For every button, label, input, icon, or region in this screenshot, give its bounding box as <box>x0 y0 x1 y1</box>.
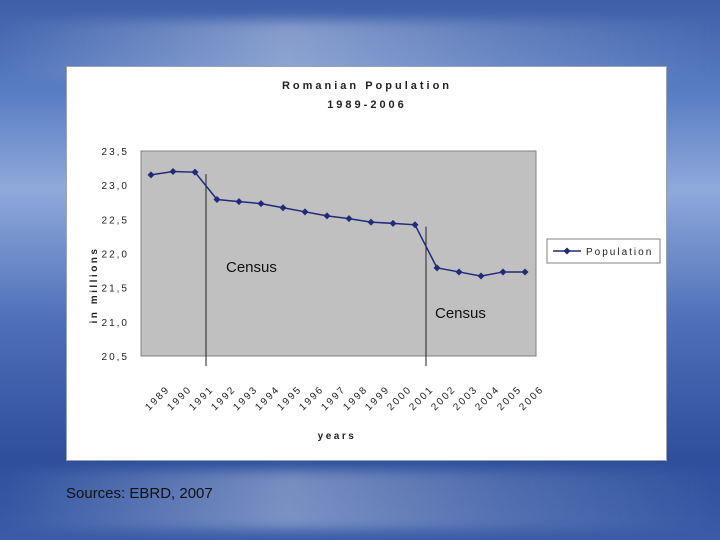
data-point <box>257 200 265 208</box>
data-point <box>323 212 331 220</box>
data-point <box>499 268 507 276</box>
census-annotation-1992: Census <box>226 259 277 276</box>
data-point <box>235 198 243 206</box>
y-tick-label: 23,5 <box>102 147 129 158</box>
y-axis-ticks: 23,5 23,0 22,5 22,0 21,5 21,0 20,5 <box>102 147 129 363</box>
y-axis-label: in millions <box>89 247 100 324</box>
population-chart: Romanian Population 1989-2006 23,5 23,0 22… <box>89 80 661 442</box>
y-tick-label: 21,5 <box>102 284 129 295</box>
x-axis-ticks: 1989199019911992199319941995199619971998… <box>143 384 546 413</box>
data-point <box>521 268 529 276</box>
source-note: Sources: EBRD, 2007 <box>66 485 213 502</box>
plot-area <box>140 150 537 357</box>
y-tick-label: 23,0 <box>102 181 129 192</box>
y-tick-label: 22,0 <box>102 250 129 261</box>
data-point <box>301 208 309 216</box>
census-markers <box>205 174 427 366</box>
data-point <box>477 272 485 280</box>
data-point <box>433 264 441 272</box>
background-streak <box>0 470 720 530</box>
y-tick-label: 22,5 <box>102 215 129 226</box>
x-axis-label: years <box>318 431 357 442</box>
x-tick-label: 2006 <box>517 384 546 413</box>
data-point <box>147 171 155 179</box>
data-point <box>213 196 221 204</box>
data-point <box>389 219 397 227</box>
series-population <box>147 168 529 280</box>
legend-marker <box>563 247 571 255</box>
data-point <box>455 268 463 276</box>
legend: Population <box>546 238 661 264</box>
series-line <box>150 170 525 277</box>
y-tick-label: 20,5 <box>102 352 129 363</box>
legend-label: Population <box>586 247 653 258</box>
y-tick-label: 21,0 <box>102 318 129 329</box>
chart-subtitle: 1989-2006 <box>327 99 407 111</box>
census-annotation-2002: Census <box>435 305 486 322</box>
data-point <box>169 168 177 175</box>
data-point <box>367 218 375 226</box>
data-point <box>279 204 287 212</box>
chart-title: Romanian Population <box>282 80 452 92</box>
data-point <box>345 215 353 223</box>
chart-panel: Romanian Population 1989-2006 23,5 23,0 22… <box>66 66 667 461</box>
data-point <box>191 168 199 176</box>
data-point <box>411 221 419 229</box>
